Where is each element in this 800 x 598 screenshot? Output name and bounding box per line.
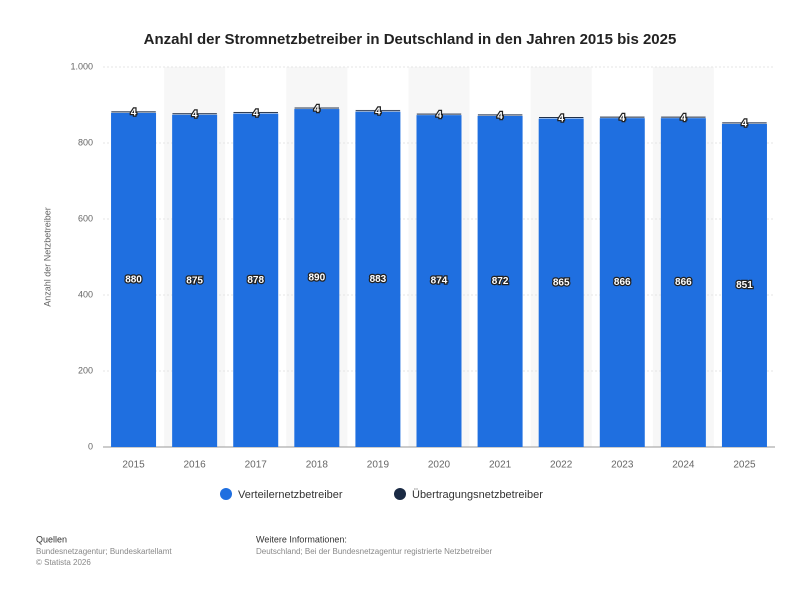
x-tick-label: 2019 [367,460,390,471]
bar-segment [233,113,279,448]
bar-segment [660,117,706,448]
bar-segment [111,112,157,447]
legend-marker [394,488,406,500]
x-tick-label: 2025 [733,460,756,471]
value-label: 4 [253,108,259,119]
value-label: 866 [675,277,692,288]
bar-segment [355,109,401,112]
bar-segment [599,117,645,448]
x-tick-label: 2017 [245,460,268,471]
source-heading: Quellen [36,534,67,544]
x-tick-label: 2022 [550,460,573,471]
value-label: 874 [431,276,448,287]
x-tick-label: 2020 [428,460,451,471]
chart-title: Anzahl der Stromnetzbetreiber in Deutsch… [144,31,677,48]
value-label: 851 [736,280,753,291]
value-label: 4 [375,107,381,118]
y-tick-label: 400 [78,289,93,299]
bar-segment [721,123,767,448]
value-label: 880 [125,274,142,285]
value-label: 875 [186,275,203,286]
bar-segment [294,107,340,110]
bar-segment [660,116,707,119]
value-label: 865 [553,277,570,288]
x-tick-label: 2015 [122,460,145,471]
x-tick-label: 2023 [611,460,634,471]
value-label: 4 [558,113,564,124]
value-label: 883 [370,274,387,285]
y-axis-title: Anzahl der Netzbetreiber [42,207,52,307]
y-tick-label: 0 [88,441,93,451]
bar-segment [232,111,279,114]
info-heading: Weitere Informationen: [256,534,347,544]
value-label: 4 [497,111,503,122]
y-tick-label: 1.000 [70,61,93,71]
bar-segment [538,116,584,119]
y-tick-label: 600 [78,213,93,223]
bar-segment [172,114,218,447]
bar-segment [538,118,584,448]
value-label: 4 [619,113,625,124]
value-label: 866 [614,277,631,288]
source-line: © Statista 2026 [36,558,91,567]
x-tick-label: 2018 [306,460,329,471]
bar-segment [477,115,523,447]
bar-segment [416,114,462,447]
y-tick-label: 800 [78,137,93,147]
value-label: 4 [436,110,442,121]
legend-label: Übertragungsnetzbetreiber [412,489,543,501]
bar-segment [355,111,401,448]
source-line: Bundesnetzagentur; Bundeskartellamt [36,547,172,556]
bar-segment [477,113,523,116]
x-tick-label: 2016 [184,460,207,471]
bar-segment [721,121,768,124]
value-label: 872 [492,276,509,287]
bar-segment [171,112,218,115]
bar-segment [599,116,646,119]
value-label: 4 [131,108,137,119]
legend-marker [220,488,232,500]
legend-label: Verteilernetzbetreiber [238,489,343,501]
x-tick-label: 2024 [672,460,695,471]
value-label: 878 [247,275,264,286]
value-label: 4 [192,110,198,121]
value-label: 4 [314,104,320,115]
bar-segment [416,113,462,116]
bar-segment [110,110,157,113]
y-tick-label: 200 [78,365,93,375]
info-text: Deutschland; Bei der Bundesnetzagentur r… [256,547,492,556]
value-label: 890 [308,273,325,284]
value-label: 4 [681,113,687,124]
value-label: 4 [742,119,748,130]
x-tick-label: 2021 [489,460,512,471]
bar-segment [294,108,340,448]
